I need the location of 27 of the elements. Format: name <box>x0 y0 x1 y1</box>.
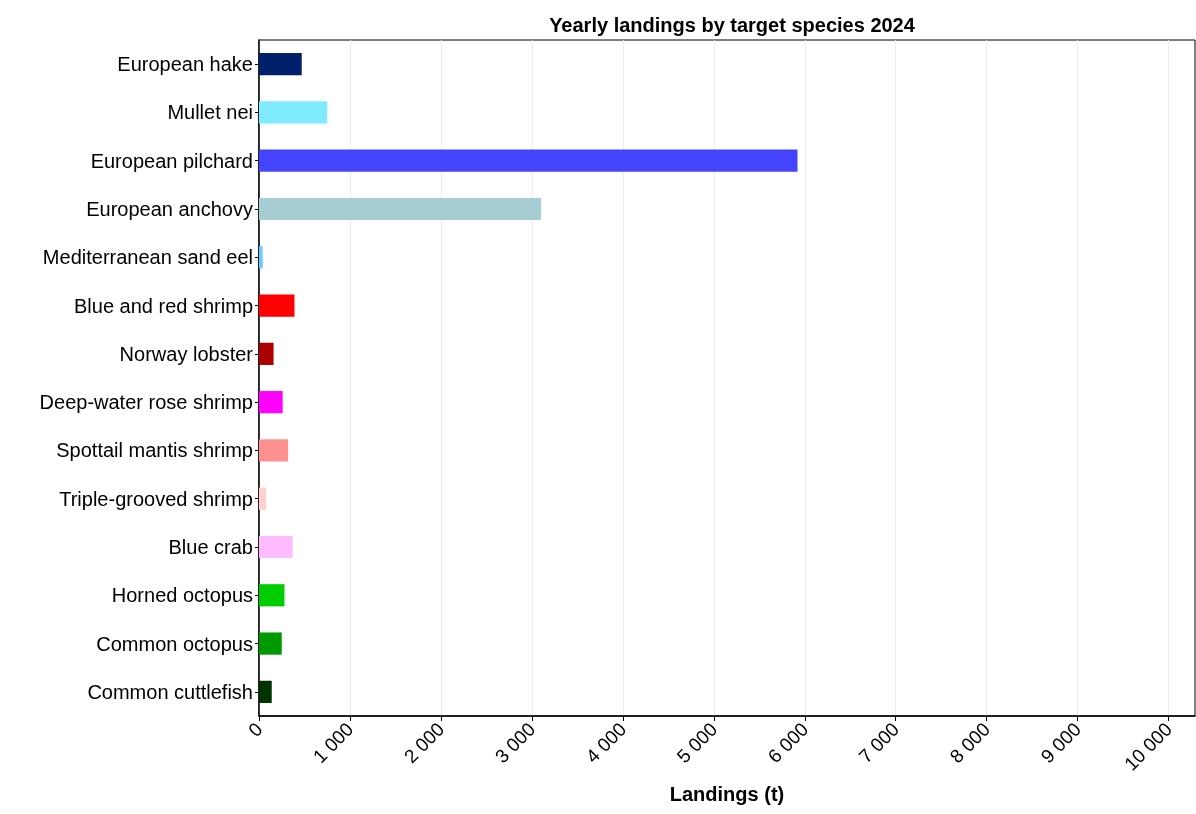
y-tick-label: Mediterranean sand eel <box>42 246 253 269</box>
y-tick-label: Mullet nei <box>167 101 253 124</box>
x-tick-label: 4 000 <box>581 718 631 768</box>
x-tick-label: 5 000 <box>672 718 722 768</box>
y-tick-label: Triple-grooved shrimp <box>59 487 253 510</box>
y-tick-label: Blue crab <box>168 536 253 558</box>
x-tick-label: 3 000 <box>490 718 540 768</box>
x-tick-label: 2 000 <box>399 718 449 768</box>
x-tick-label: 7 000 <box>854 718 904 768</box>
y-tick-label: European hake <box>117 53 253 76</box>
x-tick-label: 8 000 <box>945 718 995 768</box>
y-tick-label: Deep-water rose shrimp <box>39 391 253 414</box>
y-tick-label: Common cuttlefish <box>87 680 253 703</box>
y-tick-label: European anchovy <box>86 198 253 220</box>
x-tick-label: 1 000 <box>308 718 358 768</box>
x-tick-label: 6 000 <box>763 718 813 768</box>
x-tick-label: 0 <box>244 718 267 741</box>
y-tick-label: Norway lobster <box>119 342 254 365</box>
y-tick-label: Horned octopus <box>111 584 253 607</box>
y-tick-label: European pilchard <box>90 149 253 172</box>
x-tick-label: 9 000 <box>1036 718 1086 768</box>
y-tick-label: Spottail mantis shrimp <box>56 439 253 462</box>
x-axis-title: Landings (t) <box>669 783 785 805</box>
y-tick-label: Blue and red shrimp <box>74 294 253 317</box>
x-tick-label: 10 000 <box>1120 718 1177 775</box>
chart-title: Yearly landings by target species 2024 <box>549 14 916 36</box>
y-tick-label: Common octopus <box>96 632 253 655</box>
